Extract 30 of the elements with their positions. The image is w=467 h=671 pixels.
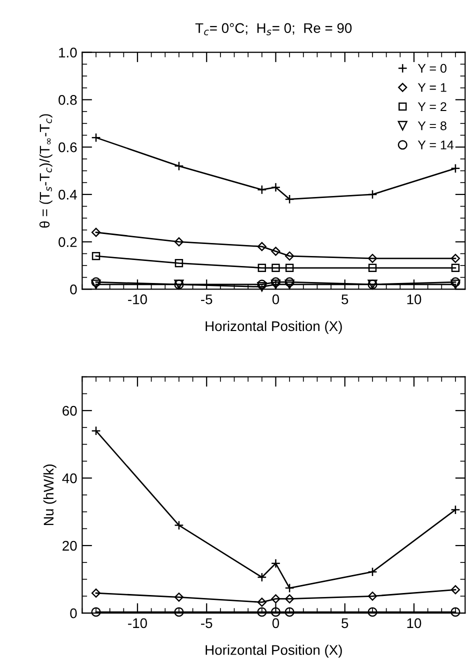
y-tick-label: 1.0: [59, 48, 77, 58]
y-tick-label: 0: [70, 608, 77, 618]
x-tick-label: 5: [342, 618, 348, 628]
y-tick-label: 20: [62, 540, 77, 551]
chart-title: T$_{c}$= 0°C; H$_{s}$= 0; Re = 90: [195, 23, 352, 36]
legend-label: Y = 0: [418, 64, 446, 73]
legend-label: Y = 1: [418, 83, 446, 92]
x-tick-label: 5: [342, 294, 348, 304]
x-axis-title: Horizontal Position (X): [206, 644, 342, 658]
x-tick-label: -10: [128, 618, 147, 628]
legend-label: Y = 2: [418, 102, 446, 111]
y-tick-label: 60: [62, 406, 77, 416]
x-tick-label: 0: [272, 294, 280, 304]
legend-label: Y = 8: [418, 121, 446, 130]
x-tick-label: 10: [407, 294, 422, 304]
x-tick-label: -10: [128, 294, 147, 304]
x-axis-title: Horizontal Position (X): [206, 320, 342, 334]
text: θ = (T$_{s}$-T$_{c}$)/(T$_{∞}$-T$_{c}$): [39, 114, 52, 228]
y-tick-label: 0.4: [58, 190, 77, 200]
x-tick-label: 10: [407, 618, 422, 628]
legend-label: Y = 14: [418, 140, 454, 150]
x-tick-label: -5: [201, 618, 212, 628]
x-tick-label: 0: [272, 618, 280, 628]
y-axis-title: Nu (hW/k): [43, 464, 56, 526]
y-tick-label: 0.6: [58, 142, 77, 152]
y-tick-label: 0.2: [58, 237, 77, 247]
y-tick-label: 0.8: [58, 95, 77, 105]
x-tick-label: -5: [201, 294, 212, 304]
y-tick-label: 0: [70, 284, 77, 294]
y-tick-label: 40: [62, 473, 77, 484]
